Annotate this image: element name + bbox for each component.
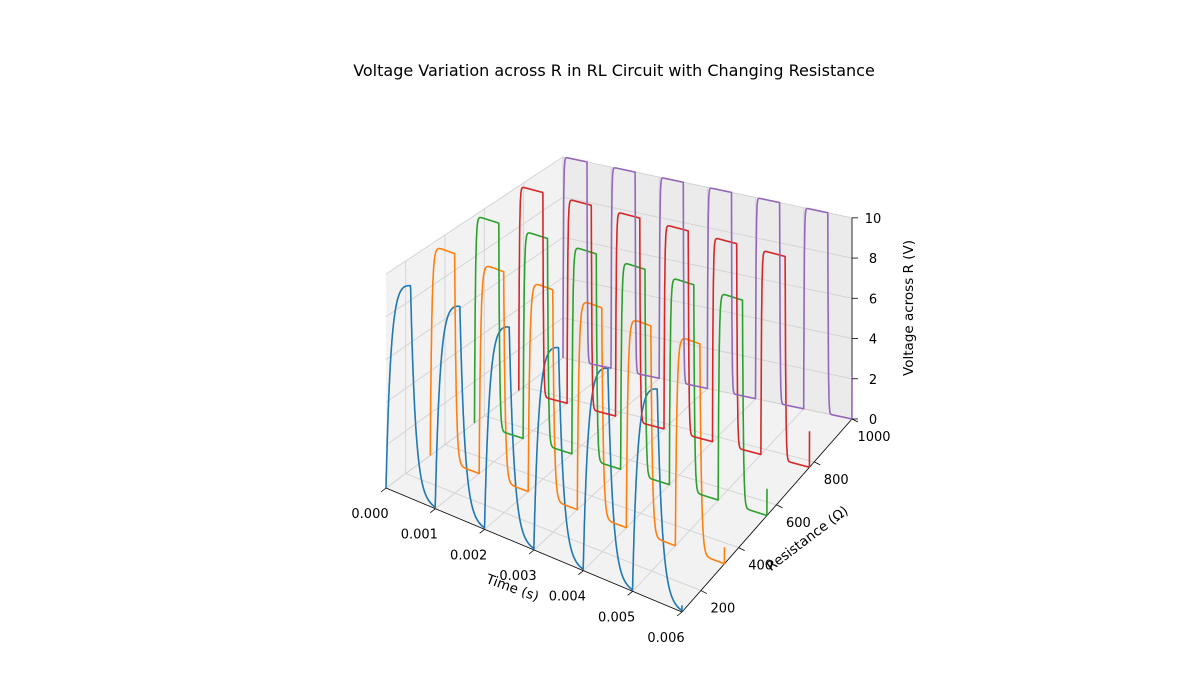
grid-line-z xyxy=(385,156,853,275)
series-line-R1000 xyxy=(562,156,853,420)
x-tick xyxy=(627,591,633,596)
series-line-R550 xyxy=(473,216,768,517)
y-tick xyxy=(851,418,859,423)
series-lines xyxy=(385,156,853,612)
y-tick xyxy=(738,547,745,552)
y-tick-label: 800 xyxy=(824,473,849,488)
y-tick-label: 400 xyxy=(748,559,773,574)
y-tick-label: 200 xyxy=(710,602,735,617)
z-tick-label: 6 xyxy=(869,292,877,307)
z-tick-label: 2 xyxy=(869,373,877,388)
z-tick-label: 4 xyxy=(869,333,877,348)
z-axis-label: Voltage across R (V) xyxy=(901,240,917,376)
series-line-R325 xyxy=(429,247,726,565)
x-tick xyxy=(528,549,535,555)
z-tick-label: 8 xyxy=(869,252,877,267)
y-axis-label: Resistance (Ω) xyxy=(764,503,852,575)
series-line-R100 xyxy=(385,284,683,612)
y-tick xyxy=(776,504,783,509)
x-tick-label: 0.004 xyxy=(549,590,586,605)
x-tick xyxy=(578,570,584,575)
y-tick xyxy=(700,590,708,594)
x-tick xyxy=(380,487,387,493)
x-tick-label: 0.002 xyxy=(450,548,487,563)
z-tick-label: 0 xyxy=(869,413,877,428)
x-tick-label: 0.000 xyxy=(351,507,388,522)
x-tick-label: 0.005 xyxy=(598,610,635,625)
chart-title: Voltage Variation across R in RL Circuit… xyxy=(353,61,875,80)
x-tick-label: 0.003 xyxy=(499,569,536,584)
x-tick xyxy=(479,529,485,534)
y-tick-label: 1000 xyxy=(857,430,890,445)
x-tick xyxy=(676,611,683,617)
y-tick-label: 600 xyxy=(786,516,811,531)
x-tick xyxy=(430,508,436,513)
y-tick xyxy=(814,461,821,466)
x-tick-label: 0.001 xyxy=(401,528,438,543)
tick-labels: 0.0000.0010.0020.0030.0040.0050.00620040… xyxy=(351,212,890,646)
x-tick-label: 0.006 xyxy=(647,631,684,646)
series-line-R775 xyxy=(517,186,811,469)
z-tick-label: 10 xyxy=(865,212,882,227)
